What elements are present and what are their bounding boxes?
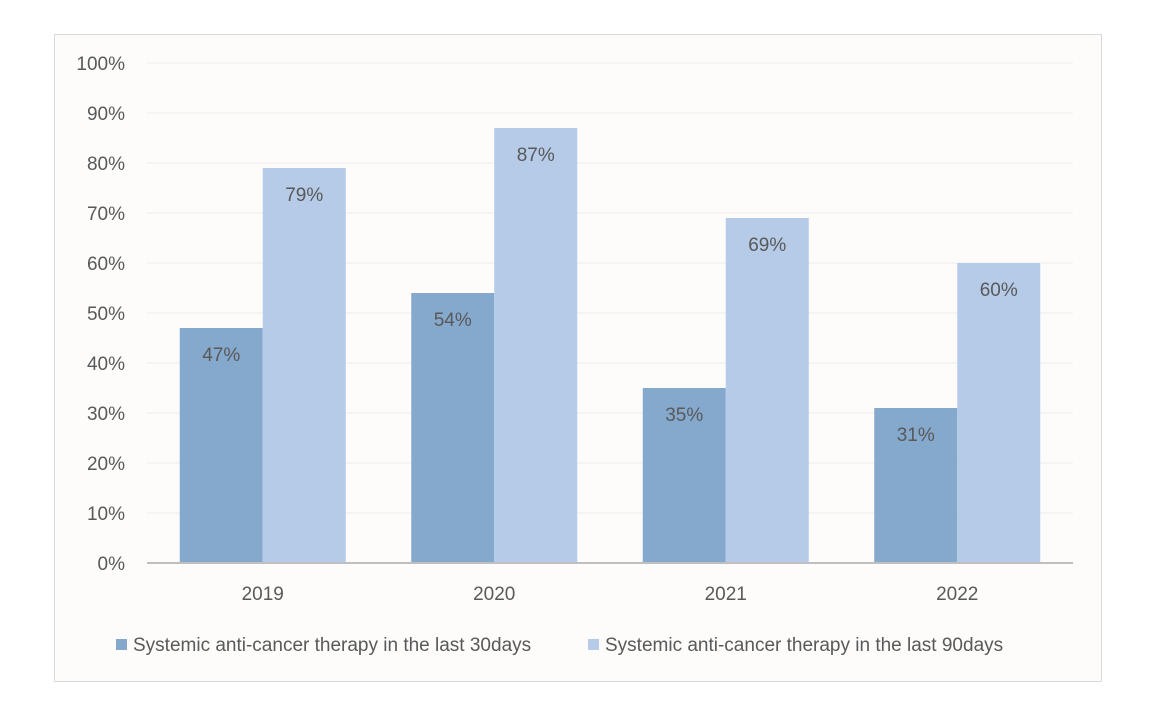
y-tick-label: 60% bbox=[87, 254, 125, 275]
y-tick-label: 90% bbox=[87, 104, 125, 125]
bar bbox=[642, 388, 726, 563]
y-tick-label: 40% bbox=[87, 354, 125, 375]
x-tick-label: 2019 bbox=[242, 584, 284, 605]
data-label: 79% bbox=[285, 185, 323, 206]
data-label: 35% bbox=[665, 405, 703, 426]
y-tick-label: 0% bbox=[98, 554, 126, 575]
data-label: 69% bbox=[748, 235, 786, 256]
bar bbox=[874, 408, 958, 563]
data-label: 31% bbox=[897, 425, 935, 446]
y-tick-label: 10% bbox=[87, 504, 125, 525]
legend-label: Systemic anti-cancer therapy in the last… bbox=[133, 635, 531, 656]
legend-swatch bbox=[588, 639, 599, 650]
bar bbox=[957, 263, 1041, 563]
bar bbox=[725, 218, 809, 563]
x-tick-label: 2022 bbox=[936, 584, 978, 605]
y-tick-label: 30% bbox=[87, 404, 125, 425]
legend-swatch bbox=[116, 639, 127, 650]
y-tick-label: 100% bbox=[76, 54, 125, 75]
x-tick-label: 2020 bbox=[473, 584, 515, 605]
data-label: 60% bbox=[980, 280, 1018, 301]
data-label: 54% bbox=[434, 310, 472, 331]
data-label: 47% bbox=[202, 345, 240, 366]
y-tick-label: 20% bbox=[87, 454, 125, 475]
y-tick-label: 50% bbox=[87, 304, 125, 325]
bar bbox=[411, 293, 495, 563]
bar bbox=[494, 128, 578, 563]
x-tick-label: 2021 bbox=[705, 584, 747, 605]
y-tick-label: 70% bbox=[87, 204, 125, 225]
bar bbox=[262, 168, 346, 563]
bar bbox=[179, 328, 263, 563]
y-tick-label: 80% bbox=[87, 154, 125, 175]
legend-label: Systemic anti-cancer therapy in the last… bbox=[605, 635, 1003, 656]
data-label: 87% bbox=[517, 145, 555, 166]
